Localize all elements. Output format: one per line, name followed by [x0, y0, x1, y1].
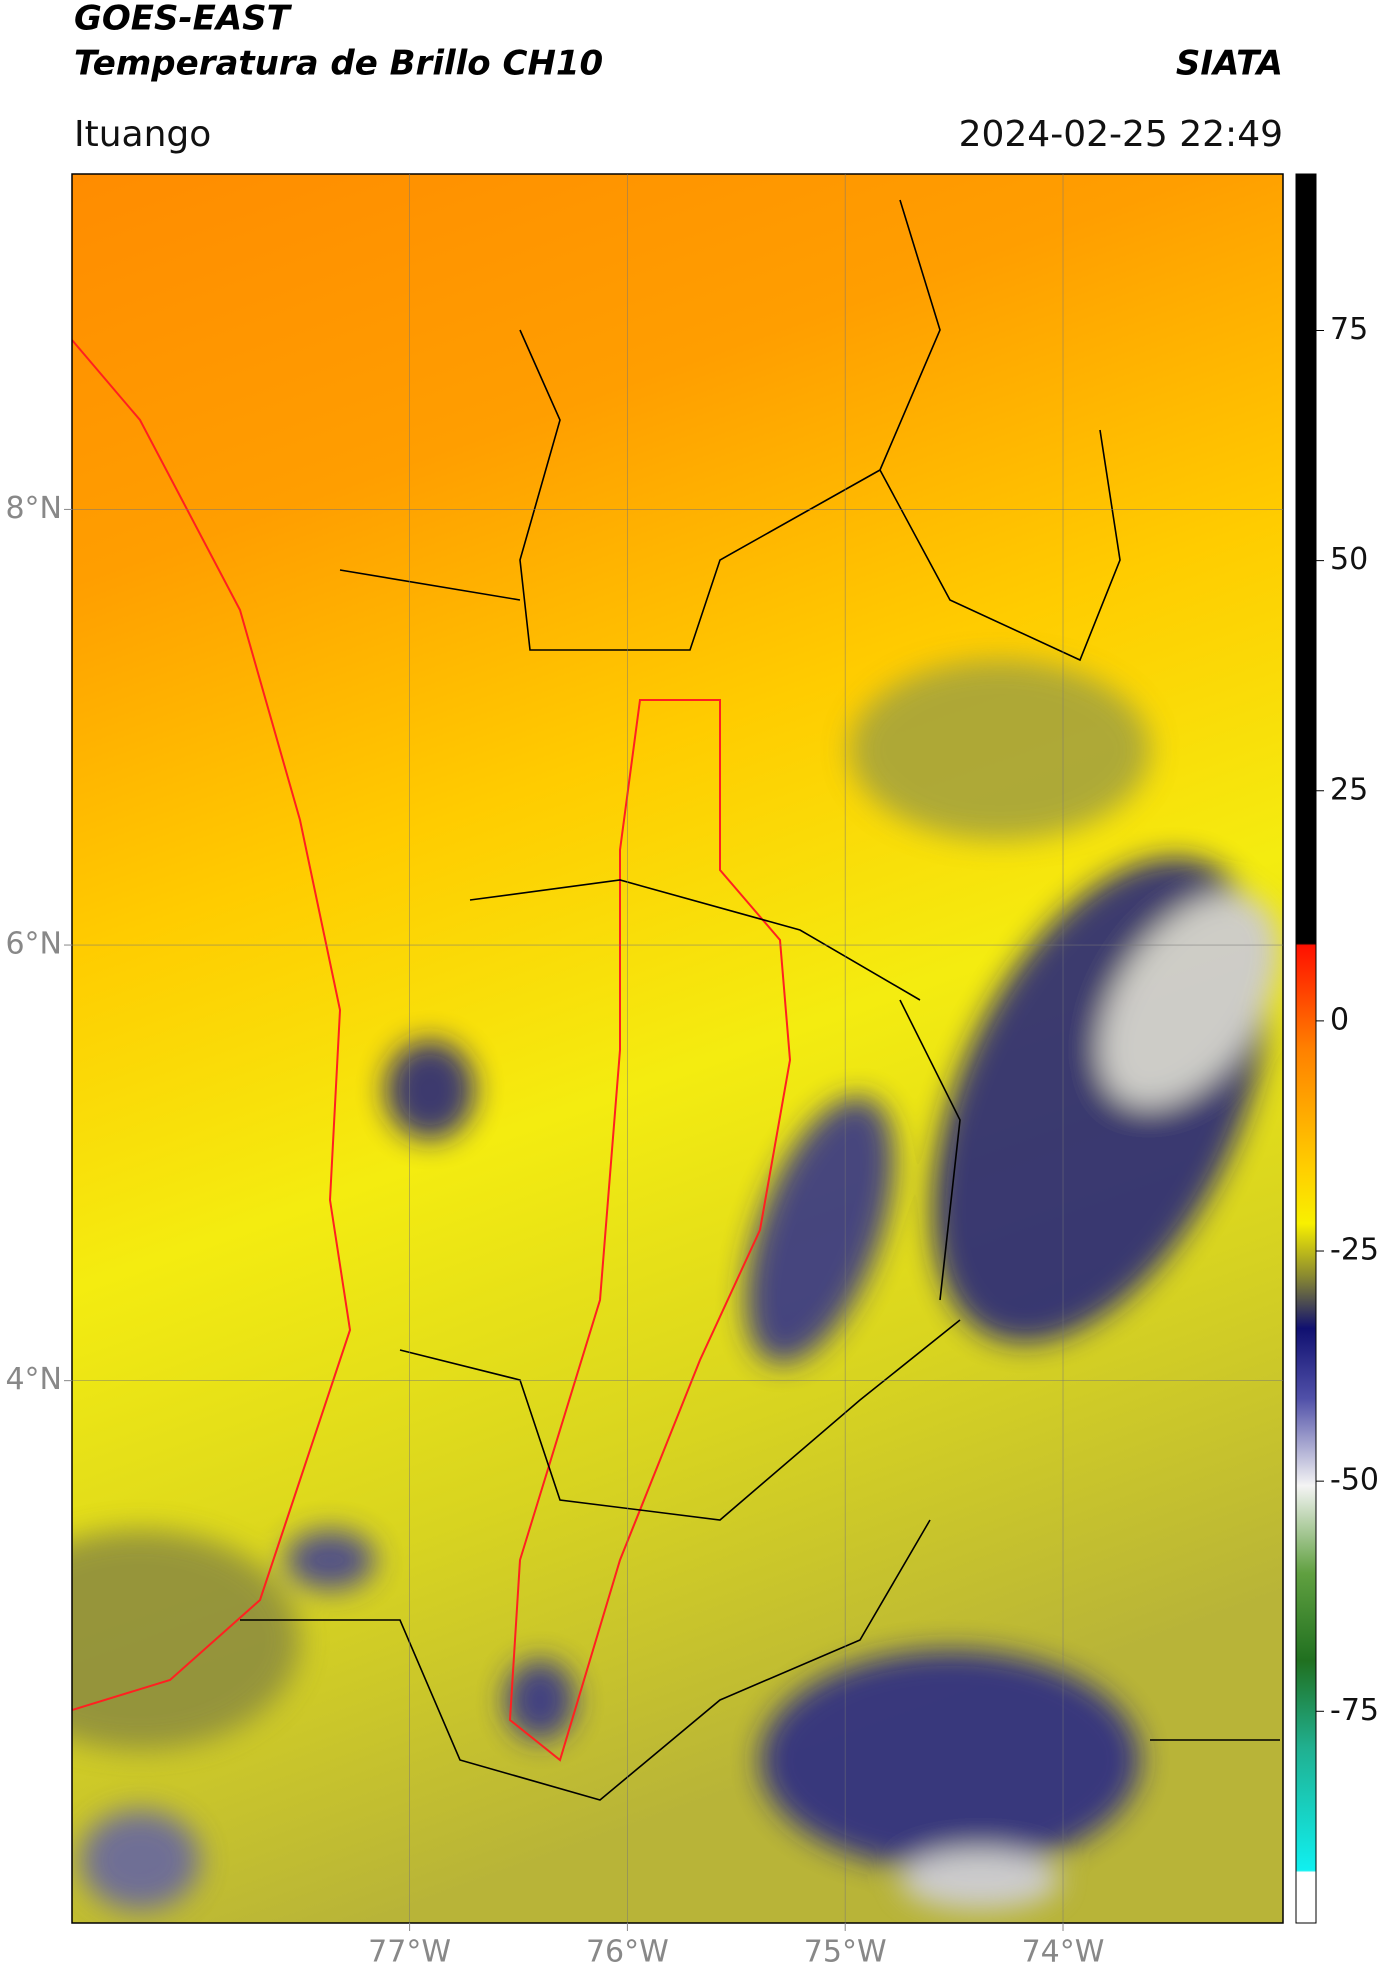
- imagery: [72, 174, 1283, 1923]
- y-tick-label: 6°N: [5, 927, 62, 962]
- title: GOES-EAST: [74, 0, 293, 39]
- colorbar-tick-label: -75: [1330, 1693, 1379, 1728]
- colorbar-tick-label: -25: [1330, 1233, 1379, 1268]
- colorbar-tick-label: -50: [1330, 1463, 1379, 1498]
- x-tick-label: 74°W: [1022, 1935, 1105, 1970]
- colorbar-tick-label: 0: [1330, 1002, 1349, 1037]
- x-tick-label: 75°W: [804, 1935, 887, 1970]
- colorbar: [1295, 173, 1317, 1924]
- colorbar-tick-label: 50: [1330, 542, 1368, 577]
- colorbar-tick-label: 25: [1330, 772, 1368, 807]
- y-tick-label: 8°N: [5, 491, 62, 526]
- x-tick-label: 77°W: [368, 1935, 451, 1970]
- region: Ituango: [74, 114, 211, 155]
- x-tick-label: 76°W: [586, 1935, 669, 1970]
- map-frame: [71, 173, 1284, 1924]
- datetime: 2024-02-25 22:49: [959, 114, 1283, 155]
- source: SIATA: [1176, 44, 1283, 84]
- y-tick-label: 4°N: [5, 1362, 62, 1397]
- subtitle: Temperatura de Brillo CH10: [74, 44, 603, 84]
- colorbar-tick-label: 75: [1330, 312, 1368, 347]
